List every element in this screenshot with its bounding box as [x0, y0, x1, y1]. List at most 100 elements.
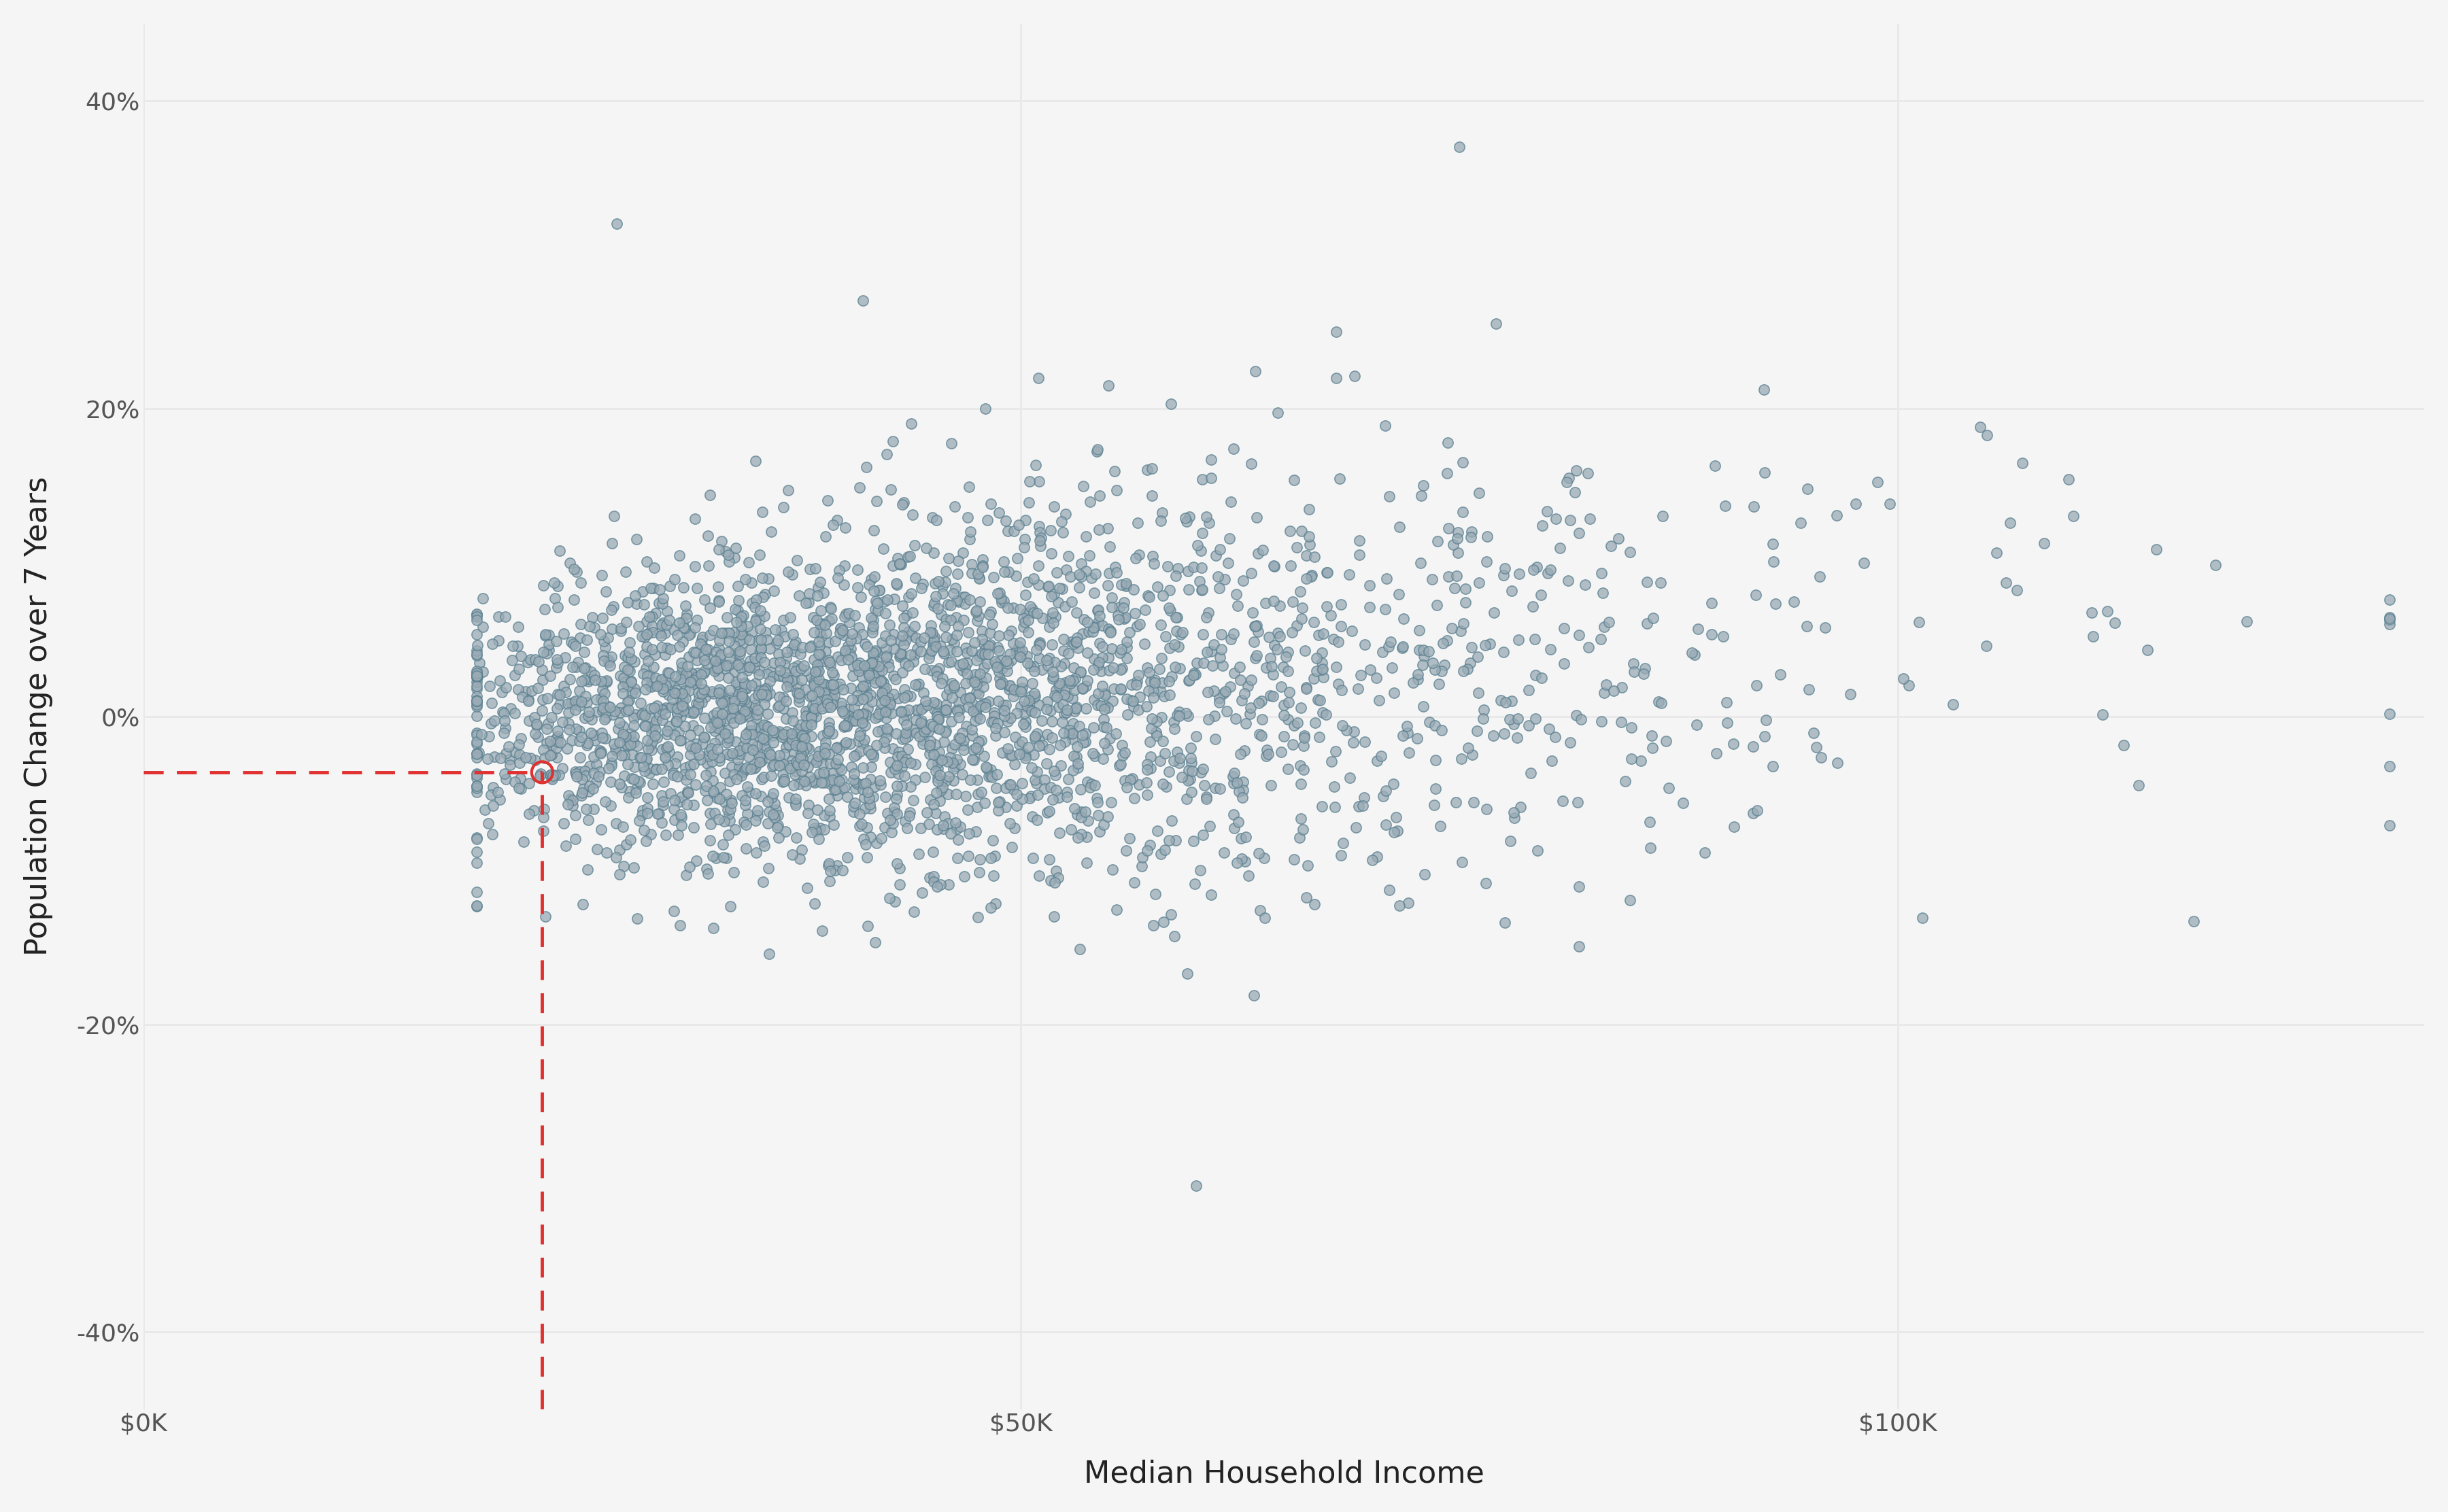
- Point: [727, 624, 766, 649]
- Point: [918, 750, 957, 774]
- Point: [754, 782, 793, 806]
- Point: [646, 745, 685, 770]
- Point: [884, 594, 923, 618]
- Point: [840, 659, 879, 683]
- Point: [720, 759, 759, 783]
- Point: [820, 738, 859, 762]
- Point: [1427, 461, 1466, 485]
- Point: [771, 605, 810, 629]
- Point: [641, 699, 681, 723]
- Point: [722, 621, 761, 646]
- Point: [632, 720, 671, 744]
- Point: [781, 714, 820, 738]
- Point: [715, 689, 754, 714]
- Point: [849, 786, 889, 810]
- Point: [1043, 721, 1082, 745]
- Point: [575, 770, 614, 794]
- Point: [602, 618, 641, 643]
- Point: [864, 590, 903, 614]
- Point: [531, 742, 570, 767]
- Point: [972, 758, 1011, 782]
- Point: [957, 673, 996, 697]
- Point: [911, 788, 950, 812]
- Point: [815, 683, 854, 708]
- Point: [1040, 821, 1080, 845]
- Point: [756, 631, 796, 655]
- Point: [1001, 679, 1040, 703]
- Point: [524, 640, 563, 664]
- Point: [813, 692, 852, 717]
- Point: [671, 621, 710, 646]
- Point: [823, 768, 862, 792]
- Point: [1129, 585, 1168, 609]
- Point: [889, 803, 928, 827]
- Point: [690, 759, 730, 783]
- Point: [727, 756, 766, 780]
- Point: [862, 683, 901, 708]
- Point: [1760, 662, 1799, 686]
- Point: [1094, 857, 1133, 881]
- Point: [1334, 364, 1373, 389]
- Point: [847, 771, 886, 795]
- Point: [1322, 844, 1361, 868]
- Point: [592, 751, 632, 776]
- Point: [935, 494, 974, 519]
- Point: [458, 689, 497, 714]
- Point: [747, 682, 786, 706]
- Point: [710, 629, 749, 653]
- Point: [1004, 615, 1043, 640]
- Point: [898, 637, 938, 661]
- Point: [1028, 575, 1067, 599]
- Point: [1400, 618, 1439, 643]
- Point: [852, 658, 891, 682]
- Point: [661, 705, 700, 729]
- Point: [837, 729, 876, 753]
- Point: [676, 507, 715, 531]
- Point: [1437, 564, 1476, 588]
- Point: [1116, 614, 1155, 638]
- Point: [1141, 510, 1180, 534]
- Point: [1214, 661, 1253, 685]
- Point: [1559, 522, 1599, 546]
- Point: [1138, 709, 1177, 733]
- Point: [458, 608, 497, 632]
- Point: [920, 717, 960, 741]
- Point: [1214, 816, 1253, 841]
- Point: [1050, 564, 1089, 588]
- Point: [710, 797, 749, 821]
- Point: [1023, 606, 1062, 631]
- Point: [933, 750, 972, 774]
- Point: [732, 758, 771, 782]
- Point: [710, 620, 749, 644]
- Point: [458, 692, 497, 717]
- Point: [1045, 594, 1084, 618]
- Point: [942, 585, 982, 609]
- Point: [1013, 567, 1053, 591]
- Point: [845, 653, 884, 677]
- Point: [823, 694, 862, 718]
- Point: [798, 748, 837, 773]
- Point: [1427, 431, 1466, 455]
- Point: [1114, 694, 1153, 718]
- Point: [928, 593, 967, 617]
- Point: [627, 786, 666, 810]
- Point: [952, 552, 991, 576]
- Point: [705, 685, 744, 709]
- Point: [871, 820, 911, 844]
- Point: [1383, 724, 1422, 748]
- Point: [661, 803, 700, 827]
- Point: [585, 670, 624, 694]
- Point: [1258, 401, 1297, 425]
- Point: [1315, 795, 1354, 820]
- Point: [1129, 758, 1168, 782]
- Point: [1319, 467, 1359, 491]
- Point: [808, 721, 847, 745]
- Point: [517, 721, 556, 745]
- Point: [1200, 777, 1239, 801]
- Point: [754, 579, 793, 603]
- Point: [458, 827, 497, 851]
- Point: [752, 754, 791, 779]
- Point: [627, 829, 666, 853]
- Point: [725, 809, 764, 833]
- Point: [458, 774, 497, 798]
